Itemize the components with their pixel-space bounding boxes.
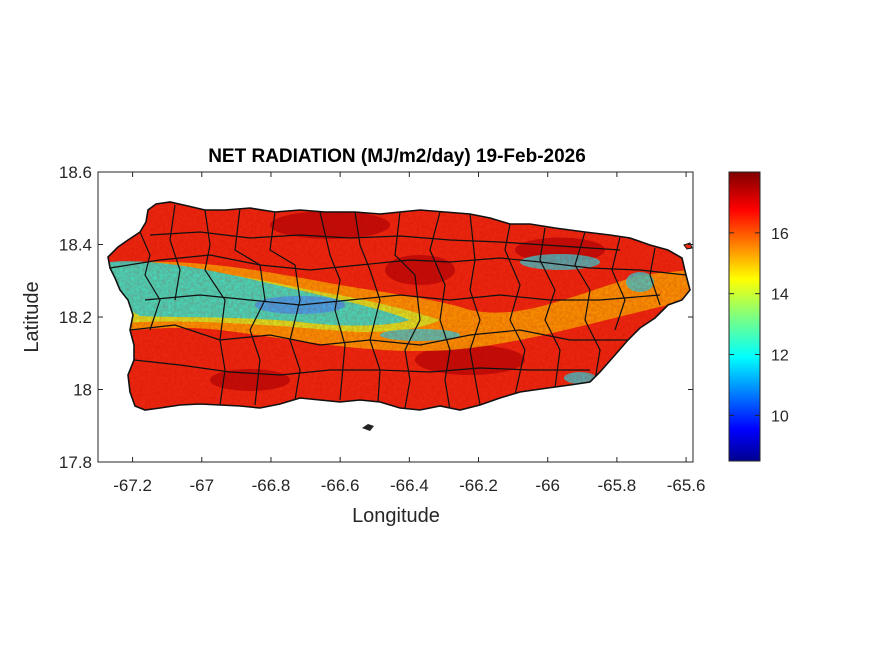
x-tick-label: -67 <box>189 476 214 495</box>
municipality-border <box>109 254 687 276</box>
caja-de-muertos-islet <box>362 424 374 431</box>
municipality-border <box>504 223 526 396</box>
colorbar-gradient <box>728 171 761 462</box>
y-tick-label: 18.6 <box>59 163 92 182</box>
x-tick-label: -65.8 <box>598 476 637 495</box>
radiation-field <box>108 202 690 410</box>
x-tick-label: -66 <box>535 476 560 495</box>
municipality-border <box>269 211 301 401</box>
municipality-border <box>204 209 226 406</box>
coastline <box>107 201 691 411</box>
x-tick-label: -66.6 <box>321 476 360 495</box>
x-axis-label: Longitude <box>352 505 440 527</box>
x-tick-label: -65.6 <box>667 476 706 495</box>
x-tick-label: -66.8 <box>252 476 291 495</box>
colorbar-tick-label: 12 <box>771 348 789 365</box>
municipality-border <box>234 207 266 406</box>
municipality-border <box>574 231 601 381</box>
y-tick-label: 18 <box>73 381 92 400</box>
municipality-border <box>133 359 590 376</box>
municipality-border <box>149 231 621 251</box>
island-map <box>107 201 693 431</box>
municipality-border <box>319 211 346 401</box>
y-tick-label: 18.4 <box>59 236 92 255</box>
y-tick-label: 17.8 <box>59 453 92 472</box>
field-texture <box>108 202 690 410</box>
y-axis-label: Latitude <box>21 281 43 352</box>
y-axis: 18.6 18.4 18.2 18 17.8 <box>59 163 693 472</box>
chart-title: NET RADIATION (MJ/m2/day) 19-Feb-2026 <box>208 146 586 167</box>
x-tick-label: -66.4 <box>390 476 429 495</box>
municipality-border <box>469 213 481 406</box>
colorbar-tick-label: 14 <box>771 287 789 304</box>
colorbar-ticks: 16 14 12 10 <box>729 226 789 425</box>
municipality-border <box>139 231 161 331</box>
municipality-boundaries <box>109 204 687 410</box>
municipality-border <box>394 211 421 409</box>
x-tick-label: -67.2 <box>113 476 152 495</box>
colorbar-tick-label: 16 <box>771 226 789 243</box>
colorbar-tick-label: 10 <box>771 408 789 425</box>
municipality-border <box>539 227 561 389</box>
municipality-border <box>429 211 451 410</box>
colorbar: 16 14 12 10 <box>728 171 789 462</box>
y-tick-label: 18.2 <box>59 308 92 327</box>
municipality-border <box>129 324 628 346</box>
plot-area: -67.2 -67 -66.8 -66.6 -66.4 -66.2 -66 -65.8 -65.… <box>59 163 706 495</box>
municipality-border <box>144 294 661 306</box>
x-tick-label: -66.2 <box>459 476 498 495</box>
x-axis: -67.2 -67 -66.8 -66.6 -66.4 -66.2 -66 -65.8 -65.… <box>113 172 705 495</box>
municipality-border <box>169 204 181 301</box>
municipality-border <box>611 236 626 331</box>
